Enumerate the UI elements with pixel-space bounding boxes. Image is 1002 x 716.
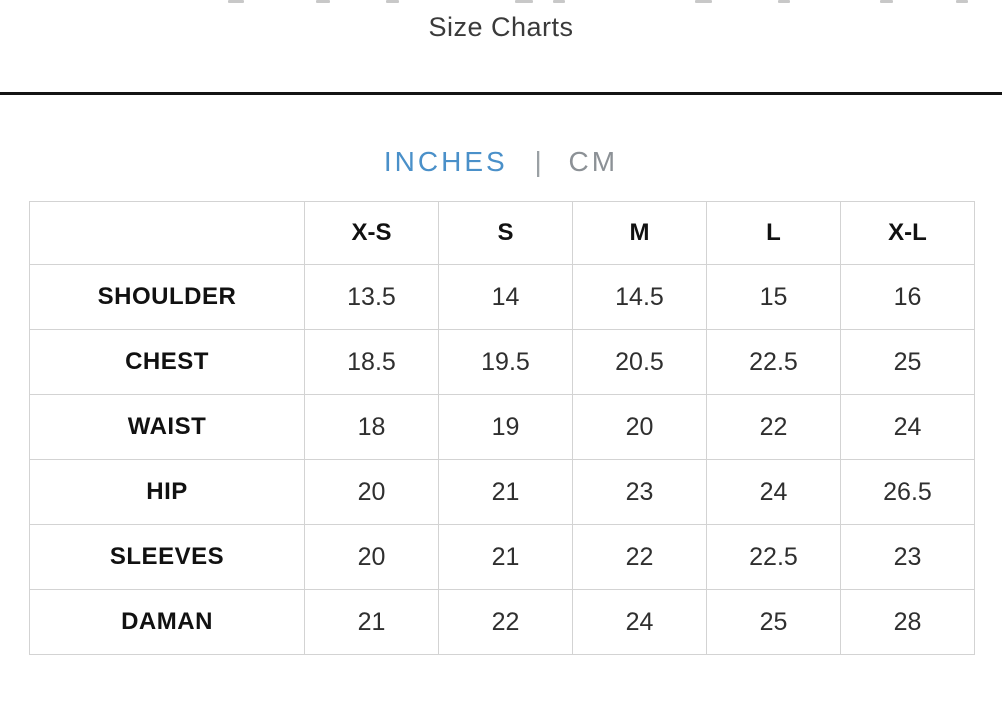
- size-value-cell: 15: [706, 264, 841, 330]
- size-value-cell: 24: [706, 459, 841, 525]
- size-value-cell: 20: [304, 524, 439, 590]
- cropped-text-remnant: [386, 0, 399, 3]
- size-header-l: L: [706, 201, 841, 265]
- table-header-row: X-S S M L X-L: [29, 201, 975, 265]
- size-value-cell: 19: [438, 394, 573, 460]
- page-title: Size Charts: [428, 12, 574, 42]
- size-value-cell: 26.5: [840, 459, 975, 525]
- size-value-cell: 20.5: [572, 329, 707, 395]
- measurement-label: SLEEVES: [29, 524, 305, 590]
- size-header-xs: X-S: [304, 201, 439, 265]
- size-value-cell: 28: [840, 589, 975, 655]
- size-value-cell: 24: [572, 589, 707, 655]
- size-value-cell: 14: [438, 264, 573, 330]
- size-value-cell: 23: [840, 524, 975, 590]
- unit-toggle-separator: |: [534, 146, 542, 177]
- size-value-cell: 21: [438, 524, 573, 590]
- unit-option-inches[interactable]: INCHES: [383, 146, 508, 177]
- size-header-s: S: [438, 201, 573, 265]
- size-value-cell: 22: [572, 524, 707, 590]
- size-value-cell: 14.5: [572, 264, 707, 330]
- size-value-cell: 13.5: [304, 264, 439, 330]
- cropped-text-remnant: [316, 0, 330, 3]
- size-value-cell: 16: [840, 264, 975, 330]
- size-chart-table: X-S S M L X-L SHOULDER 13.5 14 14.5 15 1…: [29, 201, 975, 655]
- size-value-cell: 18.5: [304, 329, 439, 395]
- measurement-label: DAMAN: [29, 589, 305, 655]
- size-chart-table-container: X-S S M L X-L SHOULDER 13.5 14 14.5 15 1…: [29, 201, 975, 655]
- table-row-shoulder: SHOULDER 13.5 14 14.5 15 16: [29, 264, 975, 330]
- size-value-cell: 25: [840, 329, 975, 395]
- corner-header-cell: [29, 201, 305, 265]
- size-value-cell: 23: [572, 459, 707, 525]
- cropped-text-remnant: [956, 0, 968, 3]
- size-value-cell: 20: [572, 394, 707, 460]
- measurement-label: CHEST: [29, 329, 305, 395]
- cropped-text-remnant: [880, 0, 893, 3]
- cropped-text-remnant: [778, 0, 790, 3]
- size-value-cell: 19.5: [438, 329, 573, 395]
- size-value-cell: 22: [706, 394, 841, 460]
- size-value-cell: 22.5: [706, 524, 841, 590]
- table-row-chest: CHEST 18.5 19.5 20.5 22.5 25: [29, 329, 975, 395]
- cropped-text-remnant: [515, 0, 533, 3]
- cropped-text-remnant: [553, 0, 565, 3]
- size-value-cell: 22: [438, 589, 573, 655]
- size-header-m: M: [572, 201, 707, 265]
- size-header-xl: X-L: [840, 201, 975, 265]
- table-row-sleeves: SLEEVES 20 21 22 22.5 23: [29, 524, 975, 590]
- table-row-hip: HIP 20 21 23 24 26.5: [29, 459, 975, 525]
- unit-option-cm[interactable]: CM: [568, 146, 619, 177]
- size-value-cell: 25: [706, 589, 841, 655]
- measurement-label: SHOULDER: [29, 264, 305, 330]
- cropped-text-remnant: [695, 0, 712, 3]
- table-row-waist: WAIST 18 19 20 22 24: [29, 394, 975, 460]
- section-divider: [0, 92, 1002, 95]
- size-value-cell: 20: [304, 459, 439, 525]
- measurement-label: HIP: [29, 459, 305, 525]
- table-row-daman: DAMAN 21 22 24 25 28: [29, 589, 975, 655]
- size-value-cell: 21: [304, 589, 439, 655]
- unit-toggle: INCHES | CM: [0, 142, 1002, 182]
- measurement-label: WAIST: [29, 394, 305, 460]
- size-value-cell: 18: [304, 394, 439, 460]
- cropped-text-remnant: [228, 0, 244, 3]
- size-value-cell: 24: [840, 394, 975, 460]
- size-value-cell: 22.5: [706, 329, 841, 395]
- size-value-cell: 21: [438, 459, 573, 525]
